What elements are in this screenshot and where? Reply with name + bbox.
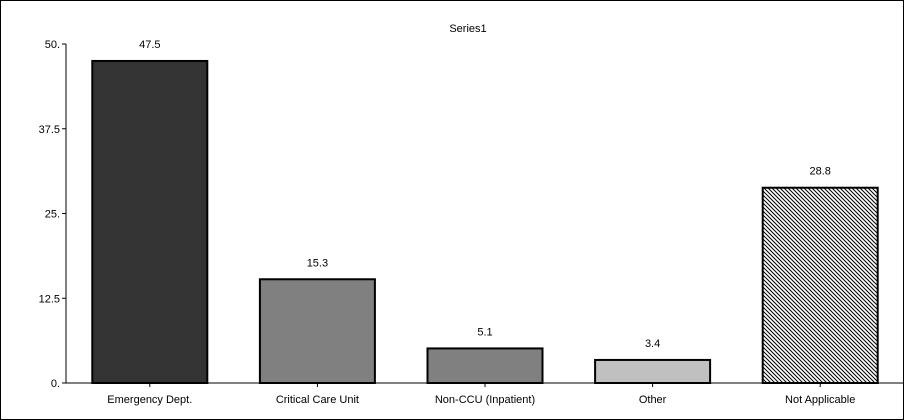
bar-value-label: 47.5 (139, 39, 160, 51)
y-tick-label: 12.5 (39, 293, 60, 305)
bar (761, 186, 879, 384)
bar (426, 347, 544, 384)
bar (258, 278, 376, 384)
x-tick-label: Other (639, 394, 667, 406)
bars: 47.5 15.3 5.1 3.4 28.8 (91, 39, 879, 384)
y-tick-label: 50. (45, 39, 60, 51)
x-tick-label: Non-CCU (Inpatient) (435, 394, 535, 406)
y-axis: 0. 12.5 25. 37.5 50. (39, 39, 67, 390)
y-tick-label: 25. (45, 209, 60, 221)
y-tick-label: 0. (51, 378, 60, 390)
x-tick-label: Emergency Dept. (107, 394, 192, 406)
x-tick-label: Not Applicable (785, 394, 855, 406)
bar-value-label: 3.4 (645, 338, 660, 350)
bar (91, 59, 209, 384)
chart-title: Series1 (449, 23, 486, 35)
x-tick-label: Critical Care Unit (276, 394, 359, 406)
bar-value-label: 15.3 (307, 257, 328, 269)
bar-value-label: 5.1 (477, 326, 492, 338)
bar (594, 358, 712, 384)
bar-value-label: 28.8 (809, 166, 830, 178)
y-tick-label: 37.5 (39, 124, 60, 136)
